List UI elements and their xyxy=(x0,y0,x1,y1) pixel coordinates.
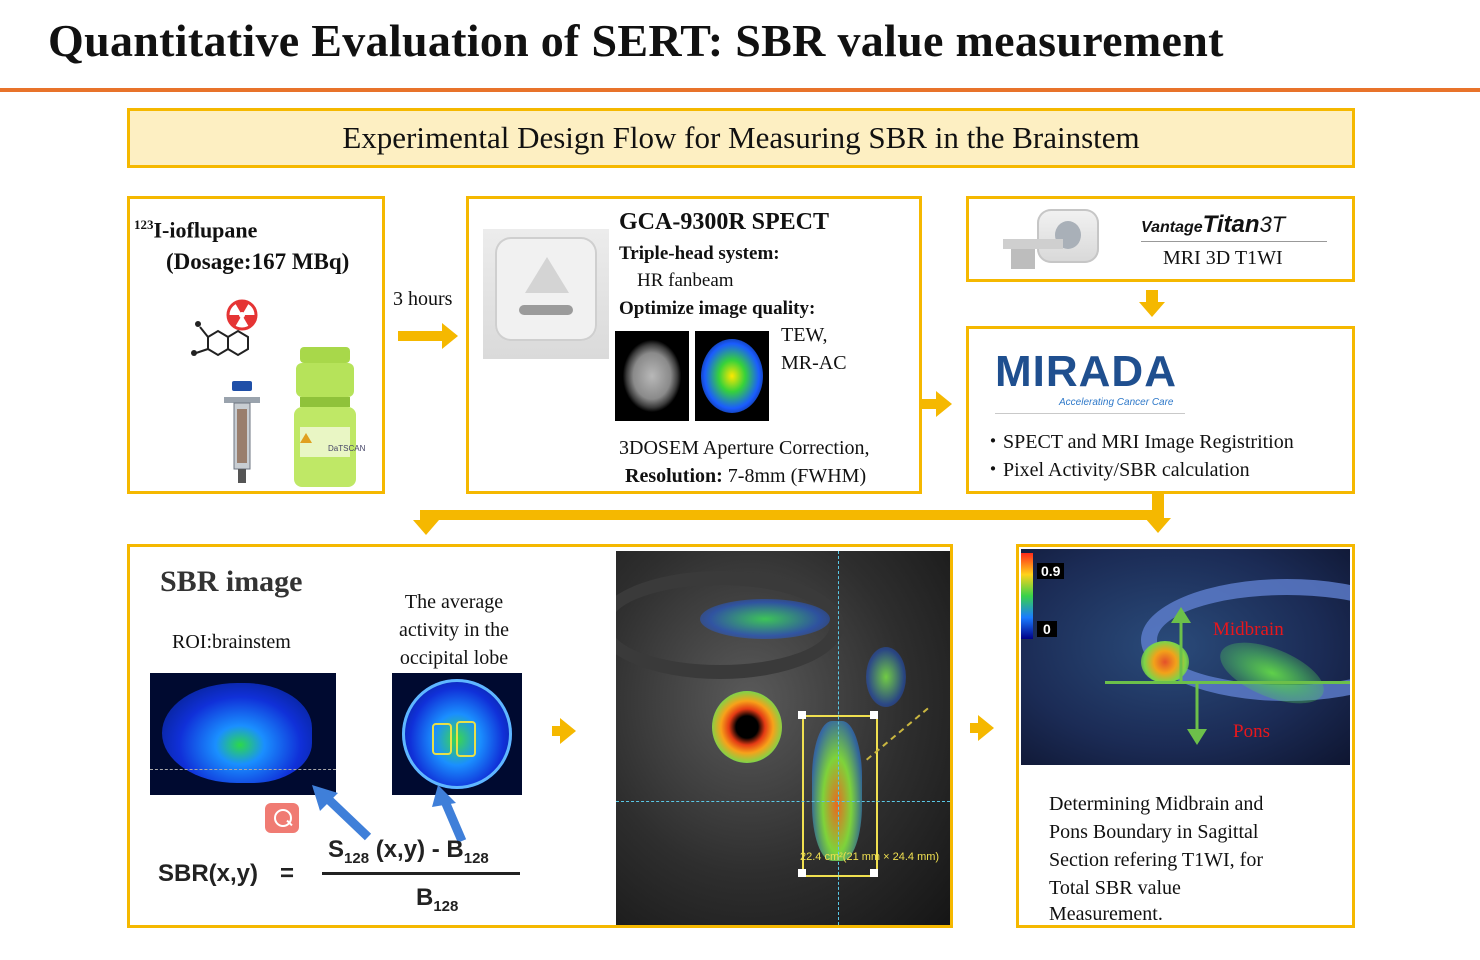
spect-box: GCA-9300R SPECT Triple-head system: HR f… xyxy=(466,196,922,494)
color-scale-bar xyxy=(1021,553,1033,639)
denominator-sub: 128 xyxy=(433,897,459,915)
tracer-box: 123I-ioflupane (Dosage:167 MBq) DaTSCAN xyxy=(127,196,385,494)
spect-system-value: HR fanbeam xyxy=(637,270,734,291)
roi-brainstem-image xyxy=(150,673,336,795)
midbrain-label: Midbrain xyxy=(1213,619,1284,640)
spect-resolution-value: 7-8mm (FWHM) xyxy=(722,465,867,487)
mri-brand-suffix: 3T xyxy=(1259,212,1286,237)
boundary-caption-1: Determining Midbrain and xyxy=(1049,793,1264,815)
flow-connector-right-drop xyxy=(1152,494,1164,520)
fusion-sagittal-image: 22.4 cm²(21 mm × 24.4 mm) xyxy=(616,551,950,925)
tracer-label: I-ioflupane xyxy=(153,217,258,243)
mirada-tagline: Accelerating Cancer Care xyxy=(1059,397,1174,408)
page-title: Quantitative Evaluation of SERT: SBR val… xyxy=(48,15,1224,66)
mirada-divider xyxy=(995,413,1185,414)
sbr-ref-label-1: The average xyxy=(404,591,504,613)
mirada-logo: MIRADA xyxy=(995,347,1177,396)
midbrain-arrow xyxy=(1171,607,1191,683)
ct-brain-image xyxy=(615,331,689,421)
spect-model: GCA-9300R SPECT xyxy=(619,209,830,235)
flow-arrow-shaft-4 xyxy=(552,726,560,736)
tracer-name: 123I-ioflupane xyxy=(134,217,257,243)
flow-arrow-head-5 xyxy=(978,715,994,741)
flow-arrow-shaft-5 xyxy=(970,723,978,733)
tracer-isotope: 123 xyxy=(134,217,154,232)
roi-measurement: 22.4 cm²(21 mm × 24.4 mm) xyxy=(800,851,940,863)
formula-denominator: B128 xyxy=(416,884,458,915)
flow-arrow-head-4 xyxy=(560,718,576,744)
spect-brain-image xyxy=(695,331,769,421)
numerator-mid: (x,y) - B xyxy=(369,836,464,863)
spect-resolution: Resolution: 7-8mm (FWHM) xyxy=(625,465,866,488)
syringe-icon xyxy=(224,381,260,483)
mri-brand-name: Titan xyxy=(1202,211,1260,238)
flow-arrow-head-3 xyxy=(1139,302,1165,317)
mirada-bullet-2: ・Pixel Activity/SBR calculation xyxy=(983,459,1250,481)
spect-resolution-heading: Resolution: xyxy=(625,465,723,487)
pons-arrow xyxy=(1187,683,1207,745)
scale-min-label: 0 xyxy=(1037,621,1057,637)
vial-icon xyxy=(294,347,356,487)
flow-arrow-head-1 xyxy=(442,323,458,349)
spect-quality-heading: Optimize image quality: xyxy=(619,298,816,319)
mri-box: VantageTitan3T MRI 3D T1WI xyxy=(966,196,1355,282)
spect-recon: 3DOSEM Aperture Correction, xyxy=(619,437,870,459)
mri-brand: VantageTitan3T xyxy=(1141,211,1285,239)
boundary-sagittal-image: 0.9 0 Midbrain Pons xyxy=(1021,549,1350,765)
flow-arrow-shaft-3 xyxy=(1146,290,1158,302)
boundary-caption-4: Total SBR value xyxy=(1049,877,1181,899)
flow-connector-right-head xyxy=(1145,518,1171,533)
occipital-pointer-arrow xyxy=(432,785,467,843)
magnifier-icon xyxy=(265,803,299,833)
flow-connector-left-head xyxy=(413,520,439,535)
boundary-caption-3: Section refering T1WI, for xyxy=(1049,849,1263,871)
flow-connector-horizontal xyxy=(420,510,1164,520)
boundary-caption-2: Pons Boundary in Sagittal xyxy=(1049,821,1259,843)
boundary-box: 0.9 0 Midbrain Pons Determining Midbrain… xyxy=(1016,544,1355,928)
scale-max-label: 0.9 xyxy=(1037,563,1065,579)
mri-scanner-image xyxy=(1003,207,1103,275)
occipital-lobe-image xyxy=(392,673,522,795)
spect-quality-value-2: MR-AC xyxy=(781,352,847,374)
spect-system-heading: Triple-head system: xyxy=(619,243,780,264)
mri-brand-prefix: Vantage xyxy=(1141,219,1203,236)
roi-bounding-box[interactable] xyxy=(802,715,878,877)
formula-lhs: SBR(x,y) xyxy=(158,860,259,887)
mirada-box: MIRADA Accelerating Cancer Care ・SPECT a… xyxy=(966,326,1355,494)
denominator-b: B xyxy=(416,884,434,911)
mirada-bullet-1: ・SPECT and MRI Image Registrition xyxy=(983,431,1294,453)
flow-connector-left-drop xyxy=(420,510,432,522)
mri-divider xyxy=(1141,241,1327,242)
roi-pointer-arrow xyxy=(312,785,372,841)
title-divider xyxy=(0,88,1480,92)
boundary-caption-5: Measurement. xyxy=(1049,903,1163,925)
formula-fraction-bar xyxy=(322,872,520,875)
formula-equals: = xyxy=(280,860,295,887)
wait-time-label: 3 hours xyxy=(393,288,453,310)
molecule-icon xyxy=(191,299,258,357)
sbr-box: SBR image ROI:brainstem The average acti… xyxy=(127,544,953,928)
tracer-dosage: (Dosage:167 MBq) xyxy=(166,249,350,274)
flow-arrow-head-2 xyxy=(936,391,952,417)
boundary-line xyxy=(1105,681,1350,684)
numerator-b-sub: 128 xyxy=(463,849,489,867)
flow-arrow-shaft-2 xyxy=(922,399,938,409)
numerator-s: S xyxy=(328,836,345,863)
pons-label: Pons xyxy=(1233,721,1270,742)
mri-sequence: MRI 3D T1WI xyxy=(1163,247,1283,269)
formula-numerator: S128 (x,y) - B128 xyxy=(328,836,489,867)
spect-camera-image xyxy=(483,229,609,359)
flow-banner: Experimental Design Flow for Measuring S… xyxy=(127,108,1355,168)
sbr-ref-label-3: occipital lobe xyxy=(399,647,509,669)
sbr-ref-label-2: activity in the xyxy=(399,619,509,641)
numerator-s-sub: 128 xyxy=(344,849,370,867)
sbr-heading: SBR image xyxy=(160,565,303,598)
vial-label: DaTSCAN xyxy=(328,444,366,453)
sbr-roi-label: ROI:brainstem xyxy=(172,631,291,653)
flow-arrow-shaft-1 xyxy=(398,331,442,341)
spect-quality-value-1: TEW, xyxy=(781,324,828,346)
